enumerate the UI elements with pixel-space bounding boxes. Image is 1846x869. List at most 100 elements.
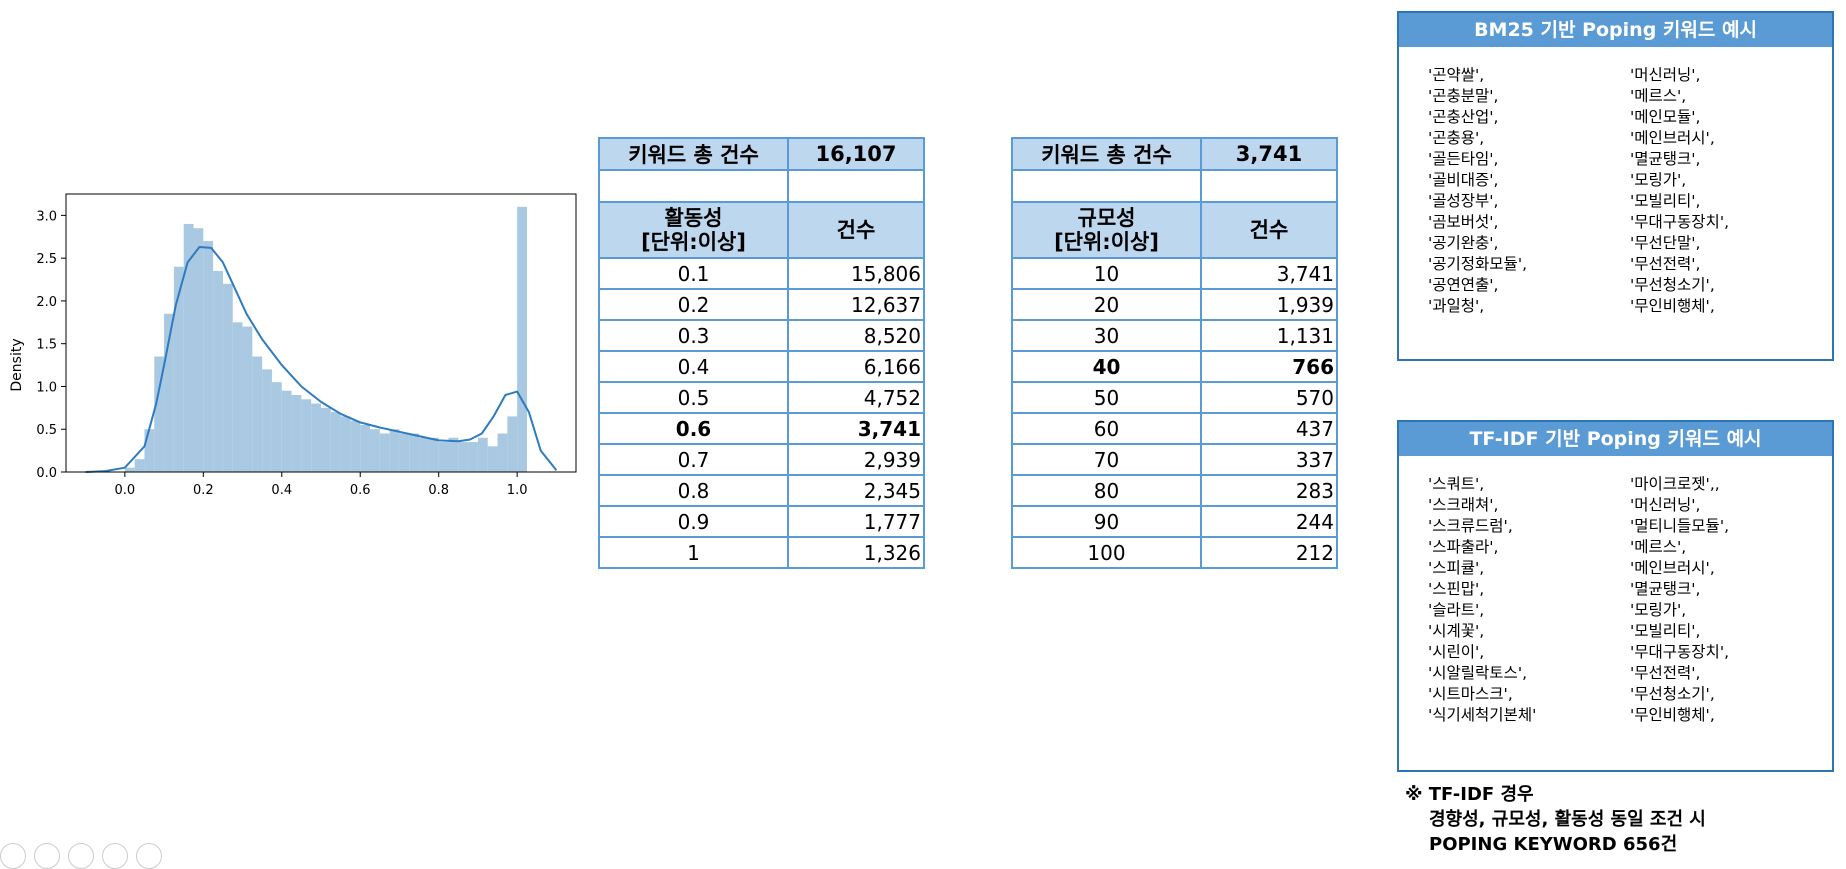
column-header-scale: 규모성 [단위:이상]	[1011, 201, 1202, 259]
scale-threshold: 70	[1011, 443, 1202, 476]
total-row: 키워드 총 건수 16,107	[598, 137, 925, 171]
total-row: 키워드 총 건수 3,741	[1011, 137, 1338, 171]
scale-threshold: 20	[1011, 288, 1202, 321]
count-cell: 8,520	[787, 319, 925, 352]
histogram-bar	[213, 270, 223, 472]
activity-threshold: 1	[598, 536, 789, 569]
x-tick-label: 0.6	[350, 483, 371, 498]
count-cell: 570	[1200, 381, 1338, 414]
count-cell: 212	[1200, 536, 1338, 569]
count-cell: 15,806	[787, 257, 925, 290]
count-cell: 766	[1200, 350, 1338, 383]
toolbar-button[interactable]	[102, 843, 128, 869]
keyword-item: '골비대증',	[1428, 171, 1499, 189]
keyword-item: '공연연출',	[1428, 276, 1499, 294]
histogram-bar	[262, 369, 272, 472]
activity-table: 키워드 총 건수 16,107 활동성 [단위:이상] 건수 0.1 15,806 0…	[598, 137, 925, 569]
y-tick-label: 1.0	[36, 380, 57, 395]
tfidf-box-title: TF-IDF 기반 Poping 키워드 예시	[1399, 422, 1832, 456]
x-tick-label: 1.0	[507, 483, 528, 498]
histogram-bar	[232, 322, 243, 472]
toolbar-button[interactable]	[68, 843, 94, 869]
histogram-bar	[370, 429, 380, 472]
table-row: 90 244	[1011, 505, 1338, 538]
histogram-bar	[183, 223, 194, 472]
keyword-item: '무선단말',	[1630, 234, 1701, 252]
count-cell: 3,741	[787, 412, 925, 445]
histogram-bar	[144, 429, 155, 472]
scale-threshold: 50	[1011, 381, 1202, 414]
histogram-bar	[124, 467, 135, 472]
count-cell: 1,777	[787, 505, 925, 538]
histogram-bar	[448, 437, 459, 472]
table-row: 0.3 8,520	[598, 319, 925, 352]
table-row: 0.8 2,345	[598, 474, 925, 507]
keyword-item: '메르스',	[1630, 538, 1687, 556]
histogram-bar	[360, 424, 371, 472]
histogram-bar	[517, 206, 527, 473]
keyword-item: '시린이',	[1428, 643, 1485, 661]
activity-threshold: 0.9	[598, 505, 789, 538]
note-line-2: 경향성, 규모성, 활동성 동일 조건 시	[1429, 809, 1706, 830]
scale-threshold: 90	[1011, 505, 1202, 538]
keyword-item: '메인브러시',	[1630, 129, 1715, 147]
histogram-bar	[281, 390, 292, 472]
table-row: 70 337	[1011, 443, 1338, 476]
tfidf-keywords-left: '스쿼트', '스크래쳐', '스크류드럼', '스파출라', '스피큘', '스핀맙',…	[1428, 474, 1630, 726]
keyword-item: '스크래쳐',	[1428, 496, 1499, 514]
histogram-bar	[271, 382, 282, 472]
column-header-activity: 활동성 [단위:이상]	[598, 201, 789, 259]
keyword-item: '곰보버섯',	[1428, 213, 1499, 231]
note-line-1: ※ TF-IDF 경우	[1405, 784, 1534, 805]
keyword-item: '시알릴락토스',	[1428, 664, 1528, 682]
histogram-bar	[350, 420, 361, 472]
bm25-keywords-right: '머신러닝', '메르스', '메인모듈', '메인브러시', '멸균탱크', '모링가'…	[1630, 65, 1832, 317]
keyword-item: '머신러닝',	[1630, 496, 1701, 514]
table-row: 50 570	[1011, 381, 1338, 414]
histogram-bar	[321, 407, 331, 472]
scale-threshold: 60	[1011, 412, 1202, 445]
histogram-bar	[468, 442, 478, 472]
activity-table-body: 0.1 15,806 0.2 12,637 0.3 8,520 0.4 6,166 0.5 4,7…	[598, 257, 925, 569]
keyword-item: '시트마스크',	[1428, 685, 1513, 703]
keyword-item: '무선청소기',	[1630, 276, 1715, 294]
histogram-bar	[438, 442, 449, 472]
activity-threshold: 0.6	[598, 412, 789, 445]
count-cell: 12,637	[787, 288, 925, 321]
count-cell: 2,345	[787, 474, 925, 507]
bm25-box-title: BM25 기반 Poping 키워드 예시	[1399, 13, 1832, 47]
y-tick-label: 3.0	[36, 209, 57, 224]
blank-row	[1011, 169, 1338, 203]
histogram-bar	[458, 442, 469, 472]
toolbar-button[interactable]	[136, 843, 162, 869]
count-cell: 6,166	[787, 350, 925, 383]
keyword-item: '모링가',	[1630, 171, 1687, 189]
table-row: 1 1,326	[598, 536, 925, 569]
toolbar-button[interactable]	[0, 843, 26, 869]
table-row: 0.4 6,166	[598, 350, 925, 383]
column-header-row: 활동성 [단위:이상] 건수	[598, 201, 925, 259]
histogram-bar	[399, 433, 410, 472]
table-row: 0.1 15,806	[598, 257, 925, 290]
toolbar-button[interactable]	[34, 843, 60, 869]
histogram-bar	[389, 429, 400, 472]
histogram-bar	[507, 416, 518, 472]
count-cell: 244	[1200, 505, 1338, 538]
histogram-bar	[340, 416, 351, 472]
keyword-item: '모빌리티',	[1630, 622, 1701, 640]
keyword-item: '공기완충',	[1428, 234, 1499, 252]
x-tick-label: 0.4	[271, 483, 292, 498]
column-header-row: 규모성 [단위:이상] 건수	[1011, 201, 1338, 259]
keyword-item: '시계꽃',	[1428, 622, 1485, 640]
histogram-bar	[154, 356, 165, 472]
scale-threshold: 80	[1011, 474, 1202, 507]
y-axis-label: Density	[9, 338, 25, 391]
keyword-item: '마이크로젯',,	[1630, 475, 1720, 493]
tfidf-note: ※ TF-IDF 경우 경향성, 규모성, 활동성 동일 조건 시 POPING…	[1405, 782, 1706, 857]
keyword-item: '슬라트',	[1428, 601, 1485, 619]
table-row: 0.5 4,752	[598, 381, 925, 414]
histogram-bar	[134, 459, 145, 472]
plot-area: 0.0 0.2 0.4 0.6 0.8 1.0 0.0 0.5 1.0 1.5 2.0 2.5 3.0	[36, 193, 577, 498]
keyword-item: '무대구동장치',	[1630, 643, 1730, 661]
keyword-item: '모빌리티',	[1630, 192, 1701, 210]
